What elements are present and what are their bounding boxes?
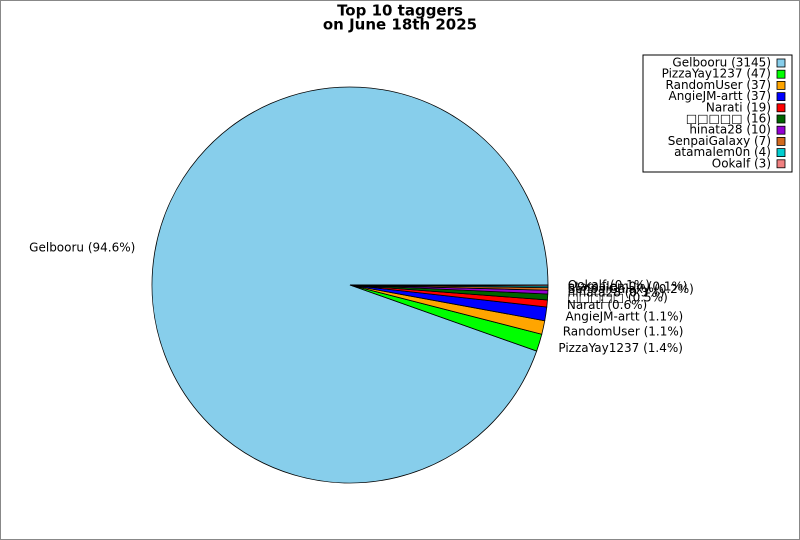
legend-label: Gelbooru (3145) (672, 56, 771, 70)
legend-swatch (776, 125, 786, 135)
legend-swatch (776, 69, 786, 79)
legend-swatch (776, 136, 786, 146)
legend-label: □□□□□ (16) (686, 112, 771, 126)
slice-label: hinata28 (0.3%) (568, 285, 665, 299)
legend-swatch (776, 58, 786, 68)
legend-box (642, 54, 793, 173)
slice-label: RandomUser (1.1%) (563, 324, 684, 338)
legend-label: SenpaiGalaxy (7) (668, 134, 771, 148)
slice-label: Narati (0.6%) (567, 298, 647, 312)
legend-label: Narati (19) (706, 100, 771, 114)
legend-label: atamalem0n (4) (674, 145, 771, 159)
legend-swatch (776, 103, 786, 113)
legend-swatch (776, 159, 786, 169)
pie-slice (349, 284, 549, 287)
slice-label: □□□□□ (0.5%) (567, 291, 667, 305)
legend-label: PizzaYay1237 (47) (662, 67, 771, 81)
legend-label: Ookalf (3) (712, 156, 771, 170)
slice-label: Gelbooru (94.6%) (29, 241, 135, 255)
legend-swatch (776, 114, 786, 124)
legend-swatch (776, 81, 786, 90)
chart-title: Top 10 taggers (337, 2, 463, 20)
slice-label: atamalem0n (0.1%) (568, 280, 688, 294)
slice-label: SenpaiGalaxy (0.2%) (568, 282, 694, 296)
legend-swatch (776, 148, 786, 158)
legend-swatch (776, 92, 786, 101)
slice-label: Ookalf (0.1%) (568, 278, 650, 292)
legend-label: AngieJM-artt (37) (668, 89, 771, 103)
legend-label: RandomUser (37) (666, 78, 771, 92)
chart-subtitle: on June 18th 2025 (323, 16, 477, 34)
legend-label: hinata28 (10) (689, 123, 771, 137)
slice-label: AngieJM-artt (1.1%) (565, 309, 683, 323)
slice-label: PizzaYay1237 (1.4%) (558, 341, 683, 355)
